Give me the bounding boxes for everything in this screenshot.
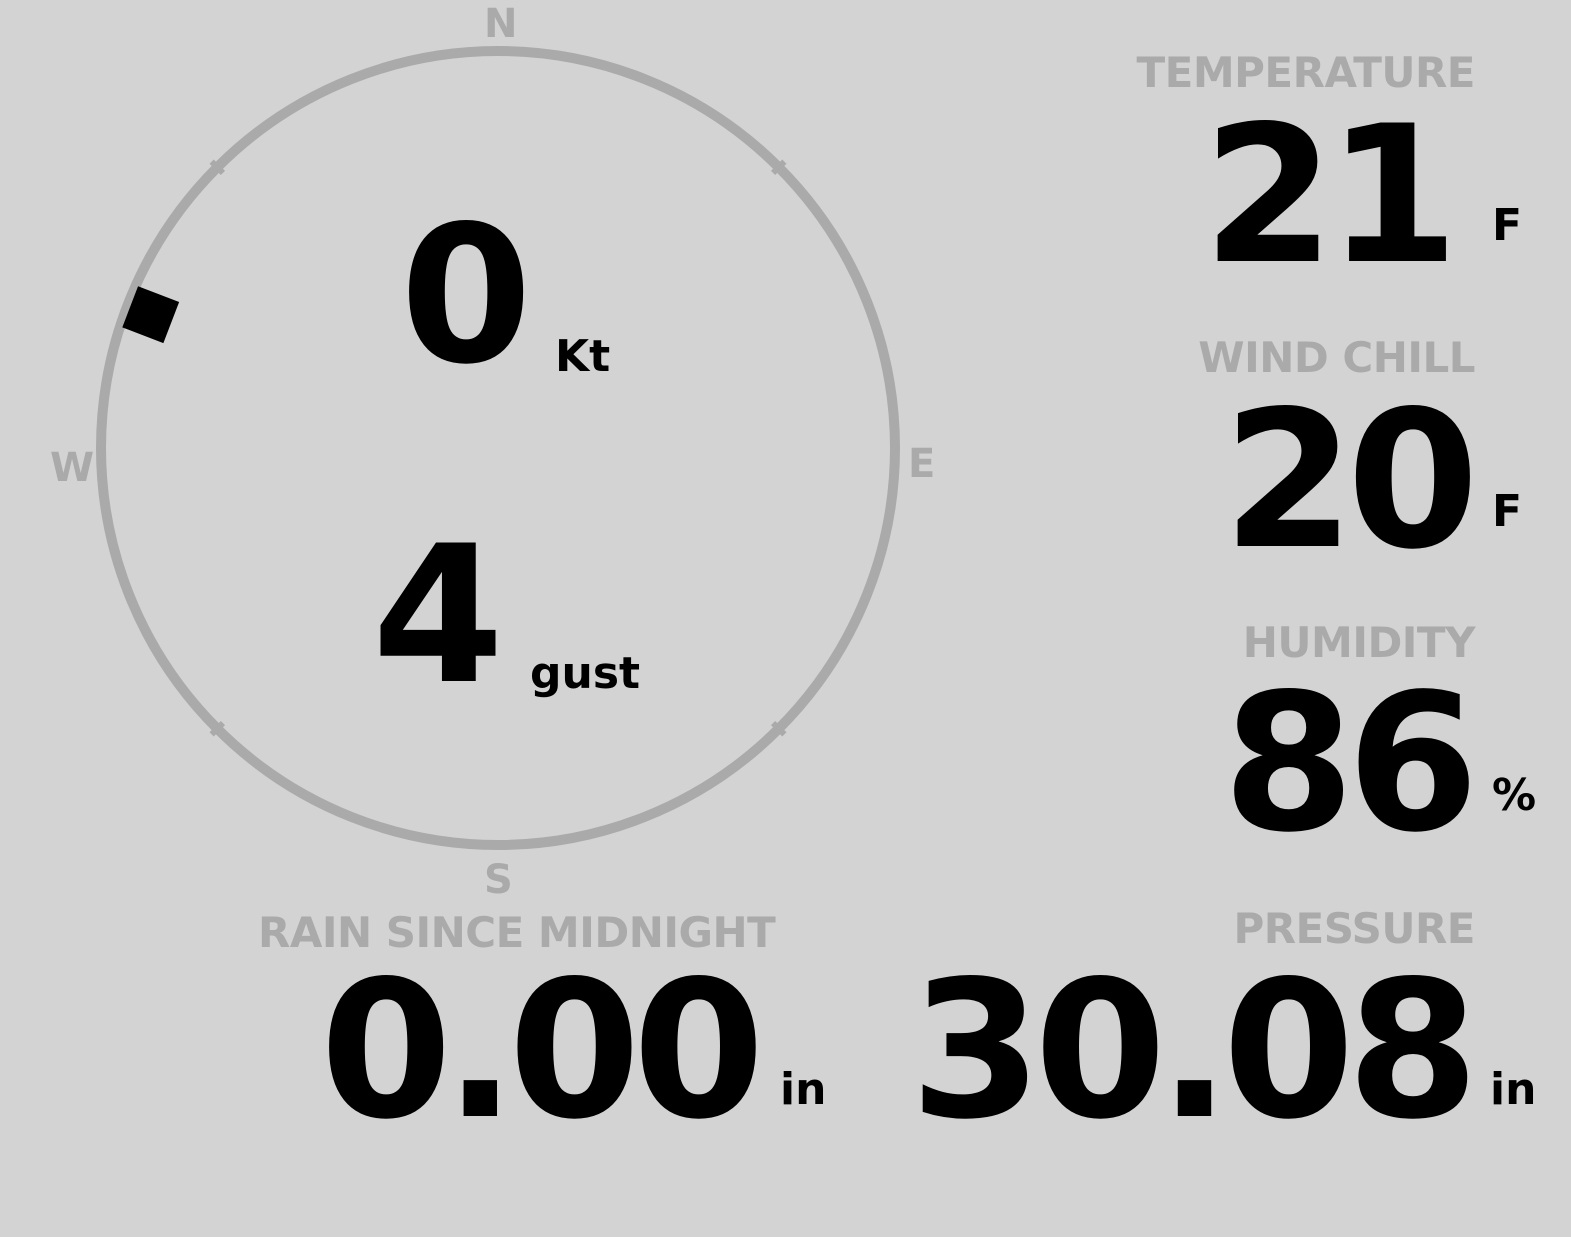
rain-value: 0.00 — [320, 940, 765, 1161]
rain-unit: in — [780, 1064, 827, 1115]
wind-chill-label: WIND CHILL — [1198, 333, 1475, 382]
pressure-label: PRESSURE — [1233, 904, 1475, 953]
compass-tick — [209, 159, 226, 176]
compass-east: E — [908, 441, 936, 487]
wind-compass — [96, 46, 900, 850]
compass-west: W — [50, 445, 95, 491]
compass-tick — [770, 159, 787, 176]
pressure-value: 30.08 — [910, 940, 1479, 1161]
humidity-unit: % — [1492, 770, 1537, 821]
temperature-unit: F — [1492, 200, 1523, 251]
compass-south: S — [484, 857, 513, 903]
wind-chill-unit: F — [1492, 486, 1523, 537]
wind-speed-unit: Kt — [555, 331, 611, 382]
humidity-label: HUMIDITY — [1242, 618, 1476, 667]
compass-north: N — [484, 1, 518, 47]
rain-label: RAIN SINCE MIDNIGHT — [258, 908, 776, 957]
compass-tick — [770, 720, 787, 737]
compass-tick — [209, 720, 226, 737]
temperature-label: TEMPERATURE — [1136, 48, 1476, 97]
wind-gust-value: 4 — [372, 505, 504, 726]
compass-ring — [96, 46, 900, 850]
wind-direction-marker — [122, 286, 180, 344]
pressure-unit: in — [1490, 1064, 1537, 1115]
wind-speed-value: 0 — [400, 185, 532, 406]
humidity-value: 86 — [1222, 653, 1479, 874]
temperature-value: 21 — [1202, 85, 1459, 306]
wind-gust-unit: gust — [530, 648, 641, 699]
wind-chill-value: 20 — [1222, 370, 1479, 591]
